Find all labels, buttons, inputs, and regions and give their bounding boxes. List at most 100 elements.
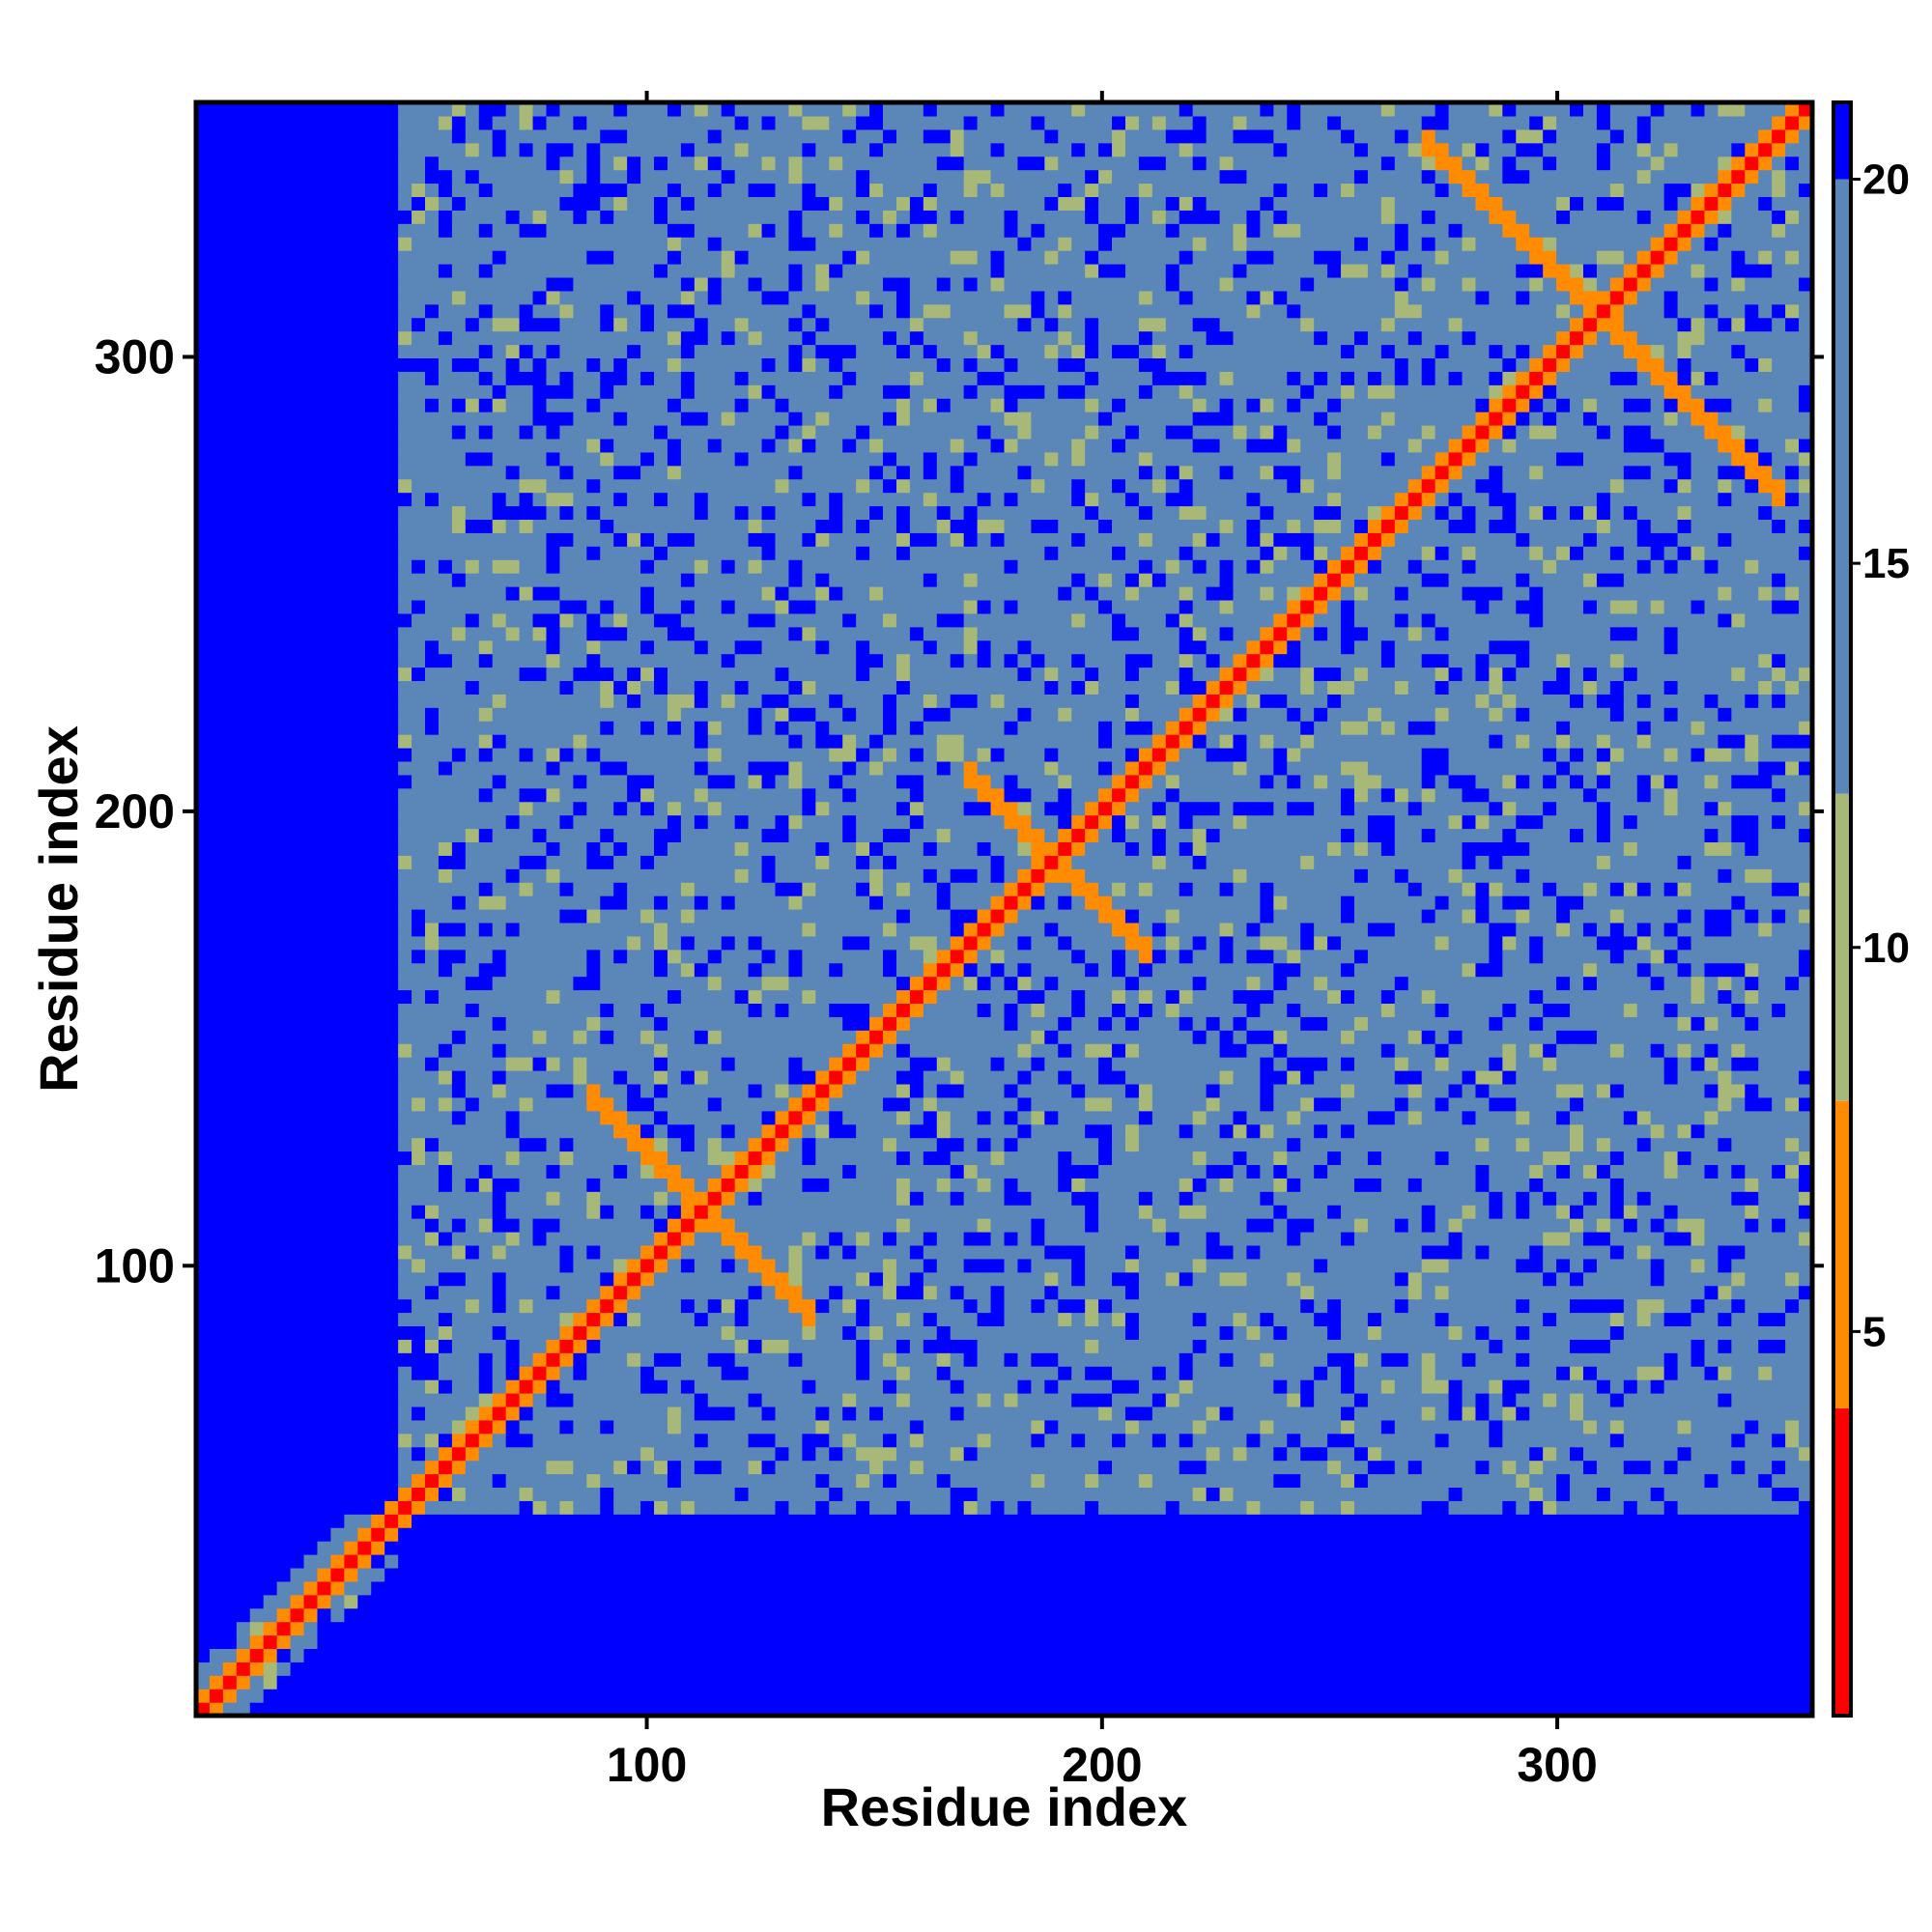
heatmap-cell — [451, 142, 467, 157]
heatmap-cell — [371, 774, 385, 789]
heatmap-cell — [694, 384, 709, 399]
heatmap-cell — [707, 169, 723, 185]
heatmap-cell — [721, 1689, 736, 1703]
heatmap-cell — [398, 1123, 412, 1139]
heatmap-cell — [492, 1096, 507, 1112]
heatmap-cell — [425, 1580, 440, 1596]
heatmap-cell — [398, 1244, 412, 1260]
heatmap-cell — [667, 962, 682, 978]
heatmap-cell — [519, 760, 534, 776]
heatmap-cell — [290, 290, 305, 305]
heatmap-cell — [344, 1232, 358, 1246]
heatmap-cell — [640, 1096, 655, 1112]
heatmap-cell — [721, 1191, 736, 1206]
heatmap-cell — [627, 1191, 641, 1206]
heatmap-cell — [586, 989, 601, 1005]
heatmap-cell — [196, 1580, 211, 1596]
heatmap-cell — [734, 1137, 750, 1152]
heatmap-cell — [640, 1621, 655, 1636]
heatmap-cell — [209, 895, 224, 910]
heatmap-cell — [276, 398, 292, 412]
heatmap-cell — [546, 1366, 561, 1380]
heatmap-cell — [721, 276, 736, 292]
heatmap-cell — [640, 559, 655, 574]
heatmap-cell — [249, 1473, 265, 1489]
heatmap-cell — [263, 707, 278, 722]
heatmap-cell — [303, 1567, 319, 1582]
heatmap-cell — [425, 1191, 440, 1206]
heatmap-cell — [465, 1379, 480, 1394]
heatmap-cell — [398, 303, 412, 319]
heatmap-cell — [519, 451, 534, 467]
heatmap-cell — [465, 398, 480, 412]
heatmap-cell — [600, 1433, 614, 1448]
heatmap-cell — [425, 612, 440, 628]
heatmap-cell — [600, 357, 614, 372]
heatmap-cell — [707, 653, 723, 668]
heatmap-cell — [640, 1648, 655, 1662]
heatmap-cell — [317, 935, 332, 951]
heatmap-cell — [451, 895, 467, 910]
heatmap-cell — [465, 882, 480, 896]
heatmap-cell — [196, 196, 211, 211]
heatmap-cell — [505, 1702, 521, 1717]
heatmap-cell — [384, 828, 399, 843]
heatmap-cell — [654, 1123, 668, 1139]
heatmap-cell — [344, 371, 358, 385]
heatmap-cell — [721, 949, 736, 964]
heatmap-cell — [586, 371, 601, 385]
heatmap-cell — [249, 142, 265, 157]
heatmap-cell — [290, 330, 305, 346]
heatmap-cell — [438, 828, 453, 843]
heatmap-cell — [371, 438, 385, 453]
heatmap-cell — [519, 1164, 534, 1179]
heatmap-cell — [357, 841, 372, 856]
heatmap-cell — [492, 1137, 507, 1152]
heatmap-cell — [451, 1096, 467, 1112]
heatmap-cell — [734, 760, 750, 776]
heatmap-cell — [196, 586, 211, 601]
heatmap-cell — [412, 546, 426, 560]
heatmap-cell — [613, 1662, 628, 1676]
heatmap-cell — [734, 1594, 750, 1609]
heatmap-cell — [640, 760, 655, 776]
heatmap-cell — [734, 169, 750, 185]
heatmap-cell — [680, 653, 696, 668]
heatmap-cell — [222, 1675, 238, 1690]
heatmap-cell — [532, 1473, 548, 1489]
heatmap-cell — [249, 1366, 265, 1380]
heatmap-cell — [680, 868, 696, 883]
heatmap-cell — [196, 223, 211, 238]
heatmap-cell — [519, 1460, 534, 1475]
heatmap-cell — [317, 1446, 332, 1462]
heatmap-cell — [303, 1030, 319, 1044]
heatmap-cell — [357, 276, 372, 292]
heatmap-cell — [748, 1164, 763, 1179]
heatmap-cell — [680, 1030, 696, 1044]
heatmap-cell — [236, 895, 251, 910]
heatmap-cell — [425, 1554, 440, 1569]
heatmap-cell — [196, 1191, 211, 1206]
heatmap-cell — [613, 451, 628, 467]
heatmap-cell — [263, 546, 278, 560]
heatmap-cell — [532, 1271, 548, 1287]
heatmap-cell — [613, 128, 628, 144]
heatmap-cell — [196, 1285, 211, 1300]
heatmap-cell — [600, 1594, 614, 1609]
heatmap-cell — [600, 1366, 614, 1380]
heatmap-cell — [478, 586, 494, 601]
heatmap-cell — [398, 1541, 412, 1555]
heatmap-cell — [627, 1473, 641, 1489]
heatmap-cell — [371, 1567, 385, 1582]
heatmap-cell — [330, 1178, 345, 1192]
heatmap-cell — [492, 1446, 507, 1462]
heatmap-cell — [492, 384, 507, 399]
heatmap-cell — [398, 1057, 412, 1071]
heatmap-cell — [492, 814, 507, 830]
heatmap-cell — [613, 115, 628, 130]
heatmap-cell — [680, 398, 696, 412]
heatmap-cell — [478, 935, 494, 951]
heatmap-cell — [532, 841, 548, 856]
heatmap-cell — [694, 1567, 709, 1582]
heatmap-cell — [546, 760, 561, 776]
